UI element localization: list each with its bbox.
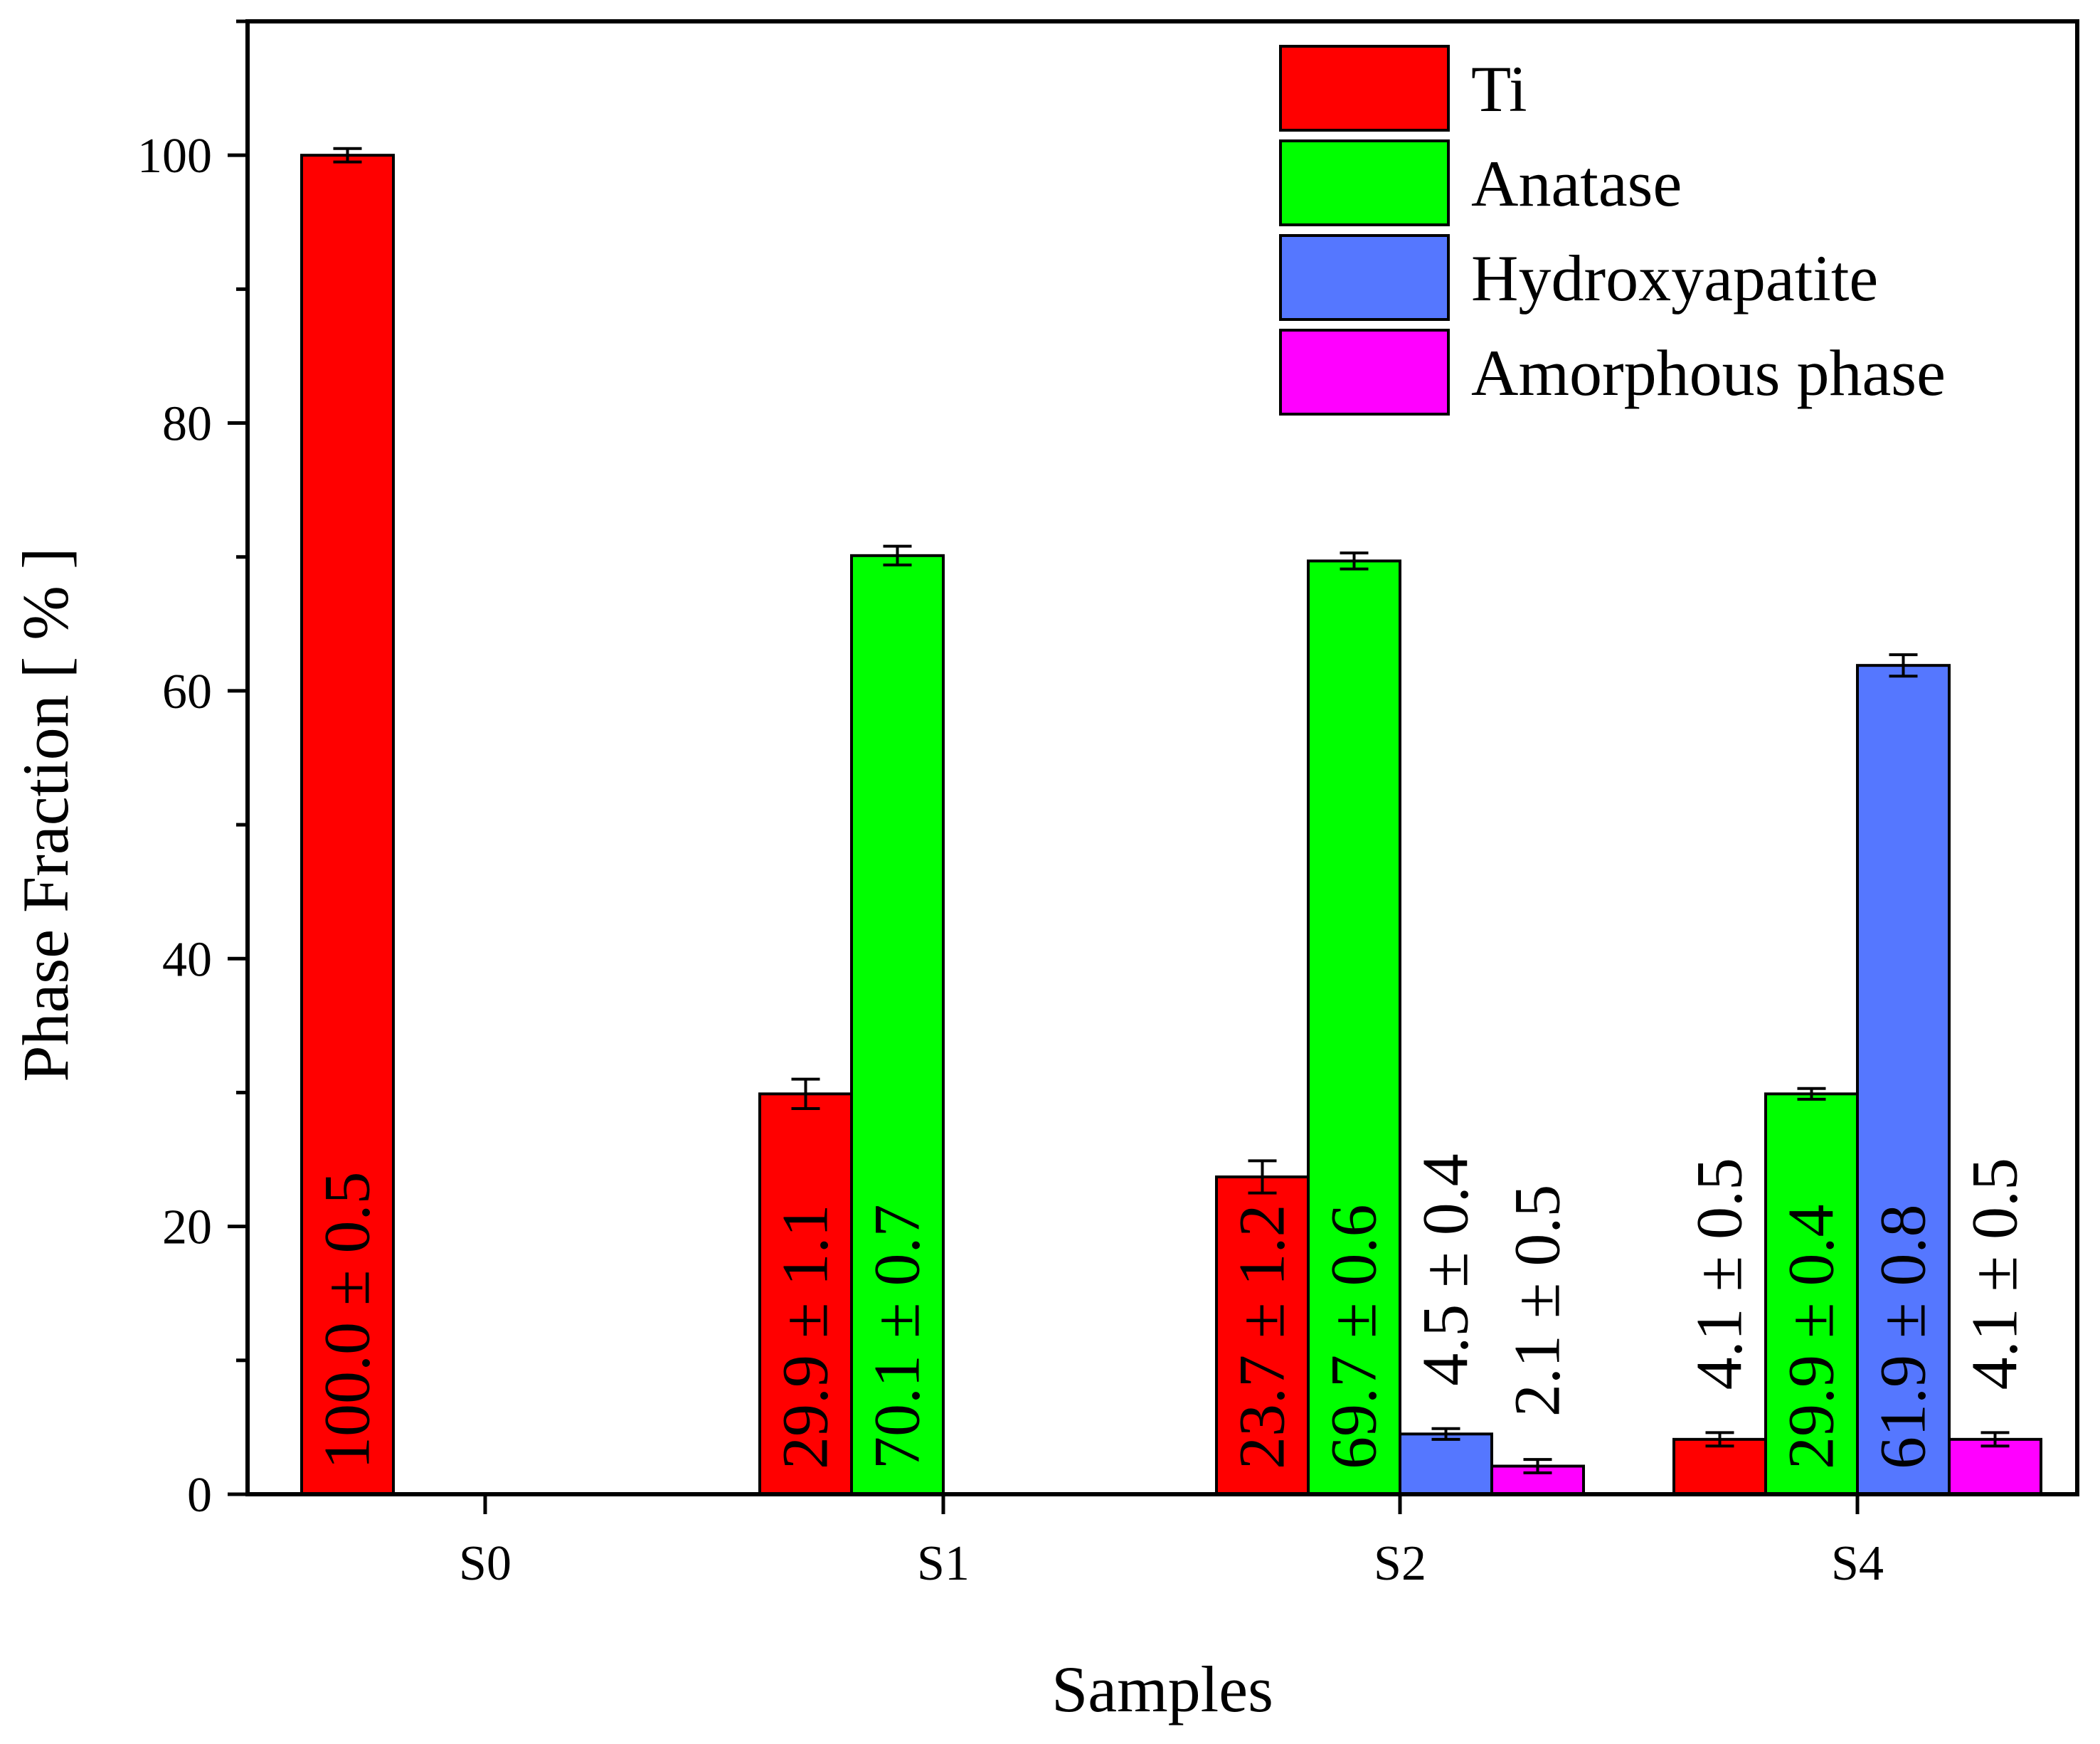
legend-swatch [1279, 45, 1450, 132]
data-label-ti-s0: 100.0 ± 0.5 [311, 1172, 383, 1470]
y-tick-label: 80 [162, 397, 212, 452]
data-label-anatase-s1: 70.1 ± 0.7 [861, 1205, 933, 1470]
errorbar-ti-s2 [1248, 1159, 1277, 1195]
y-tick-label: 20 [162, 1200, 212, 1255]
y-tick-label: 60 [162, 665, 212, 719]
data-label-ti-s4: 4.1 ± 0.5 [1683, 1158, 1756, 1390]
errorbar-anatase-s4 [1797, 1087, 1826, 1101]
x-axis-title: Samples [1051, 1653, 1273, 1725]
legend-swatch [1279, 329, 1450, 416]
errorbar-ti-s4 [1705, 1431, 1734, 1448]
legend: Ti Anatase Hydroxyapatite Amorphous phase [1279, 45, 1946, 416]
errorbar-amorphous-phase-s2 [1523, 1458, 1552, 1474]
data-label-amorphous-phase-s4: 4.1 ± 0.5 [1958, 1158, 2031, 1390]
data-labels-layer: 100.0 ± 0.5 29.9 ± 1.1 23.7 ± 1.2 4.1 ± 0.5… [311, 1153, 2031, 1469]
errorbar-hydroxyapatite-s2 [1431, 1427, 1460, 1441]
legend-item-hydroxyapatite: Hydroxyapatite [1279, 234, 1878, 321]
errorbar-anatase-s1 [883, 544, 912, 567]
errorbars-layer [333, 147, 2010, 1474]
legend-label: Anatase [1471, 147, 1682, 220]
data-label-amorphous-phase-s2: 2.1 ± 0.5 [1501, 1185, 1574, 1417]
bar-hydroxyapatite-s2 [1399, 1432, 1493, 1496]
y-axis-title: Phase Fraction [ % ] [9, 547, 82, 1082]
legend-swatch [1279, 234, 1450, 321]
bar-ti-s1 [758, 1092, 853, 1496]
errorbar-ti-s1 [791, 1077, 820, 1111]
x-tick-label-s2: S2 [1374, 1536, 1426, 1591]
y-tick-label: 40 [162, 932, 212, 987]
x-tick-label-s0: S0 [459, 1536, 511, 1591]
data-label-hydroxyapatite-s2: 4.5 ± 0.4 [1409, 1153, 1482, 1386]
bar-anatase-s2 [1307, 559, 1401, 1496]
errorbar-amorphous-phase-s4 [1980, 1431, 2010, 1448]
errorbar-hydroxyapatite-s4 [1889, 653, 1918, 678]
legend-item-anatase: Anatase [1279, 139, 1682, 226]
x-tick-label-s4: S4 [1831, 1536, 1884, 1591]
data-label-ti-s1: 29.9 ± 1.1 [769, 1205, 842, 1470]
errorbar-ti-s0 [333, 147, 362, 164]
data-label-anatase-s2: 69.7 ± 0.6 [1317, 1205, 1390, 1470]
legend-item-amorphous-phase: Amorphous phase [1279, 329, 1946, 416]
bar-ti-s4 [1672, 1437, 1767, 1496]
legend-label: Hydroxyapatite [1471, 242, 1878, 315]
legend-item-ti: Ti [1279, 45, 1527, 132]
data-label-ti-s2: 23.7 ± 1.2 [1226, 1205, 1298, 1470]
y-tick-label: 100 [137, 129, 212, 184]
plot-frame [245, 19, 2079, 1496]
legend-label: Amorphous phase [1471, 337, 1946, 409]
errorbar-anatase-s2 [1340, 551, 1369, 571]
legend-label: Ti [1471, 53, 1527, 125]
x-tick-label-s1: S1 [917, 1536, 970, 1591]
bar-amorphous-phase-s4 [1948, 1437, 2042, 1496]
data-label-anatase-s4: 29.9 ± 0.4 [1775, 1205, 1847, 1470]
y-tick-label: 0 [187, 1468, 212, 1523]
axes-layer: 0 20 40 60 80 100 S0 S1 S2 S4 [137, 19, 2079, 1591]
bar-ti-s0 [300, 154, 395, 1496]
legend-swatch [1279, 139, 1450, 226]
data-label-hydroxyapatite-s4: 61.9 ± 0.8 [1867, 1205, 1939, 1470]
